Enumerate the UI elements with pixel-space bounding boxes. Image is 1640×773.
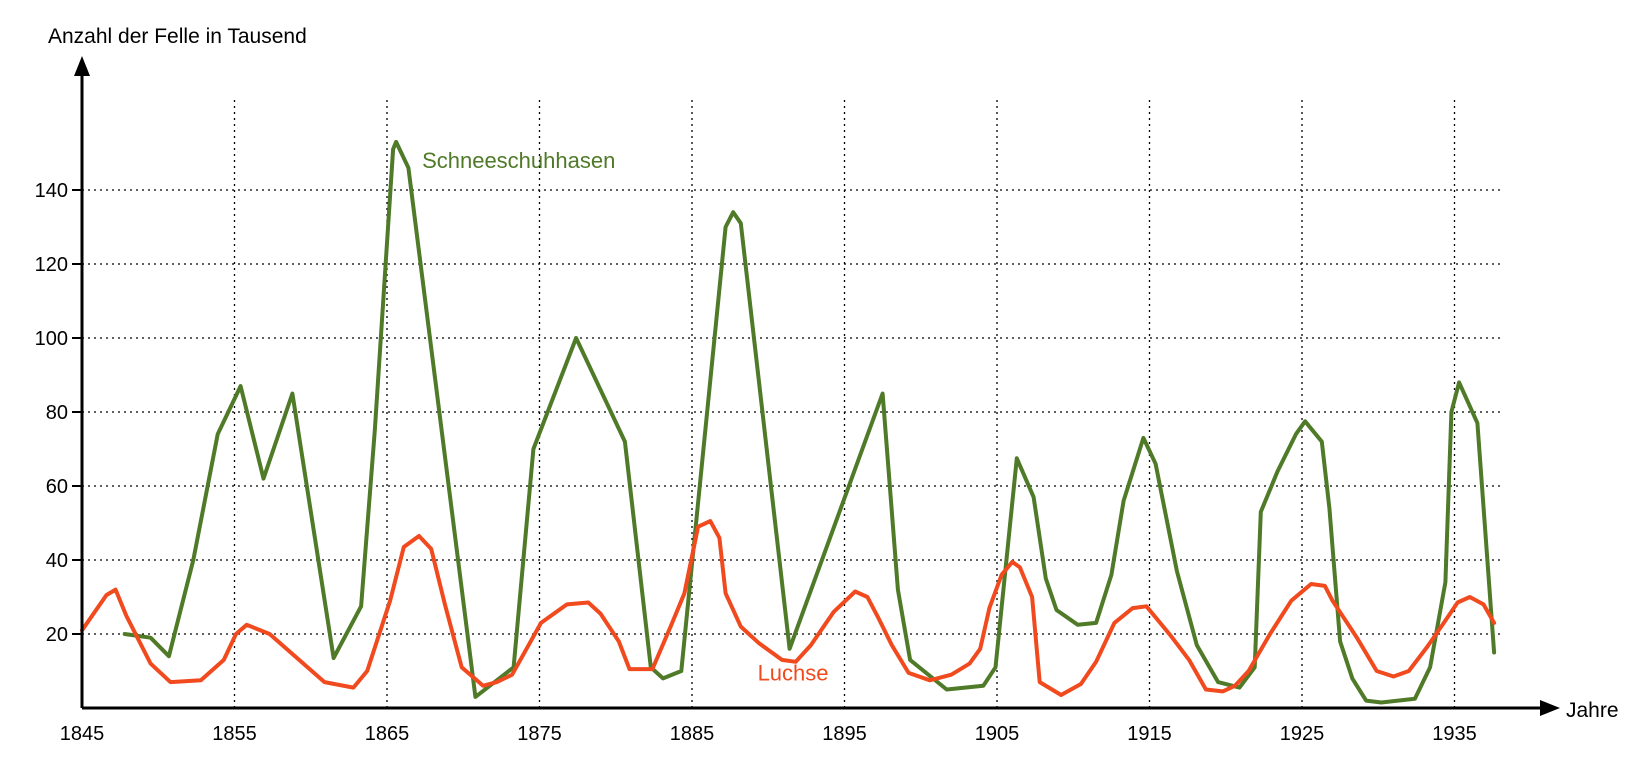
tick-labels: 20 40 60 80 100 120 140 1845 1855 1865 1875 1885 189… xyxy=(35,180,1477,745)
grid-lines xyxy=(82,97,1500,708)
x-tick-label: 1865 xyxy=(365,723,410,745)
series-annotations: Schneeschuhhasen Luchse xyxy=(422,148,828,685)
x-axis-arrowhead xyxy=(1540,700,1560,716)
y-axis-arrowhead xyxy=(74,56,90,76)
x-tick-label: 1905 xyxy=(975,723,1020,745)
y-axis-title: Anzahl der Felle in Tausend xyxy=(48,25,307,48)
y-tick-label: 140 xyxy=(35,180,68,202)
x-tick-label: 1935 xyxy=(1432,723,1477,745)
y-tick-label: 100 xyxy=(35,328,68,350)
x-tick-label: 1855 xyxy=(212,723,257,745)
series-line-luchse xyxy=(80,519,1497,697)
series-line-schneeschuhhasen xyxy=(122,139,1497,705)
x-tick-label: 1915 xyxy=(1127,723,1172,745)
series-layer xyxy=(80,139,1497,705)
series-label: Schneeschuhhasen xyxy=(422,148,615,173)
tick-marks xyxy=(72,189,82,635)
y-tick-label: 20 xyxy=(46,624,68,646)
x-axis-title: Jahre xyxy=(1566,699,1619,722)
y-tick-label: 40 xyxy=(46,550,68,572)
y-tick-label: 120 xyxy=(35,254,68,276)
x-tick-label: 1875 xyxy=(517,723,562,745)
axes xyxy=(74,56,1560,716)
series-label: Luchse xyxy=(758,660,829,685)
x-tick-label: 1925 xyxy=(1280,723,1325,745)
x-tick-label: 1895 xyxy=(822,723,867,745)
x-tick-label: 1885 xyxy=(670,723,715,745)
y-tick-label: 80 xyxy=(46,402,68,424)
y-tick-label: 60 xyxy=(46,476,68,498)
x-tick-label: 1845 xyxy=(60,723,105,745)
